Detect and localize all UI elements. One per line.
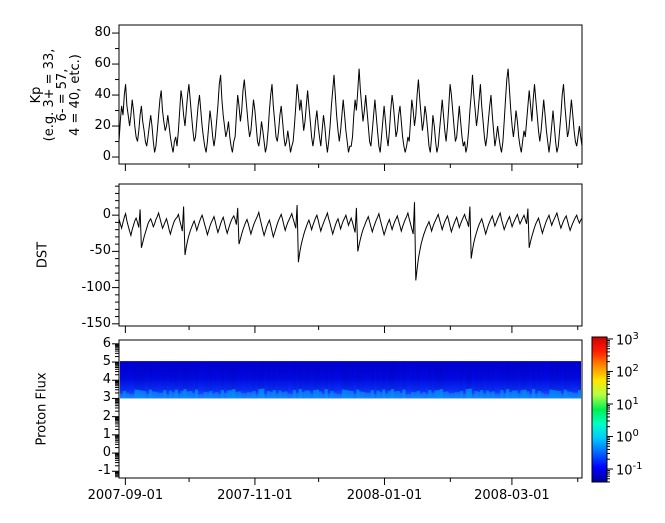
- y-tick-label: -1: [98, 463, 111, 479]
- y-tick-label: 1: [102, 426, 111, 442]
- x-tick-label: 2008-03-01: [474, 488, 550, 503]
- dst-axis-label: DST: [35, 241, 51, 269]
- colorbar-tick-label: 10-1: [616, 460, 643, 479]
- y-tick-label: 3: [102, 390, 111, 406]
- colorbar-tick-label: 103: [616, 330, 639, 349]
- y-tick-label: 60: [94, 56, 111, 72]
- proton-flux-axis-label: Proton Flux: [34, 372, 50, 446]
- y-tick-label: 2: [102, 408, 111, 424]
- y-tick-label: 0: [102, 207, 111, 223]
- colorbar-tick-label: 102: [616, 363, 639, 381]
- y-tick-label: 80: [94, 25, 111, 41]
- colorbar-tick-label: 101: [616, 395, 639, 414]
- kp-line: [118, 68, 583, 153]
- y-tick-label: 40: [94, 87, 111, 103]
- y-tick-label: 6: [102, 335, 111, 351]
- y-tick-label: -50: [89, 243, 111, 259]
- colorbar-tick-label: 100: [616, 428, 639, 446]
- x-tick-label: 2007-09-01: [87, 488, 164, 503]
- y-tick-label: 4: [102, 372, 111, 388]
- proton_flux-panel-frame: [112, 339, 583, 485]
- y-tick-label: -150: [81, 315, 111, 331]
- x-tick-label: 2007-11-01: [217, 488, 293, 503]
- y-tick-label: -100: [81, 279, 111, 295]
- colorbar: [591, 336, 613, 483]
- dst-line: [118, 202, 583, 281]
- dst-panel-frame: [112, 183, 583, 333]
- y-tick-label: 5: [102, 354, 111, 370]
- y-tick-label: 0: [102, 149, 111, 165]
- y-tick-label: 0: [102, 445, 111, 461]
- proton-flux-heatmap-band: [120, 361, 582, 399]
- x-tick-label: 2008-01-01: [346, 488, 423, 503]
- kp-panel-frame: [112, 24, 583, 171]
- y-tick-label: 20: [94, 118, 111, 134]
